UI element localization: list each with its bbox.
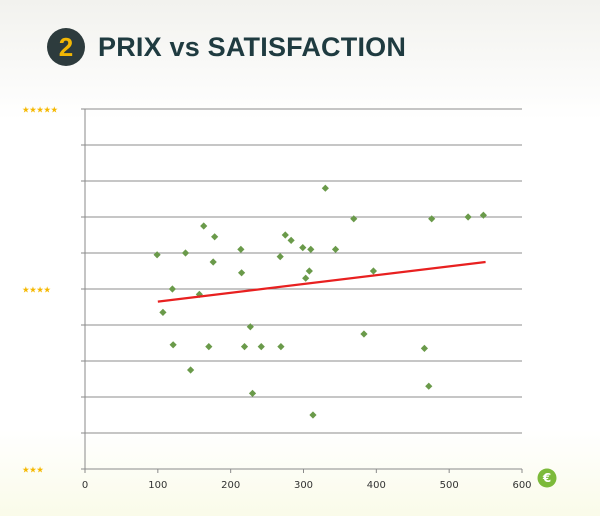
x-tick-label: 300 <box>294 480 313 491</box>
data-point <box>281 231 289 239</box>
data-point <box>187 366 195 374</box>
axes <box>81 108 523 473</box>
data-point <box>305 267 313 275</box>
data-point <box>200 222 208 230</box>
data-point <box>299 244 307 252</box>
y-axis-star-labels: ★★★★★★★★★★★★ <box>22 106 59 476</box>
data-point <box>159 308 167 316</box>
data-point <box>209 258 217 266</box>
x-axis-tick-labels: 0 100 200 300 400 500 600 <box>82 480 532 491</box>
euro-symbol: € <box>542 471 551 485</box>
data-point <box>331 245 340 253</box>
trendline <box>157 260 486 303</box>
x-tick-label: 200 <box>221 480 240 491</box>
data-point <box>350 215 358 223</box>
x-tick-label: 600 <box>512 480 531 491</box>
data-point <box>479 211 487 219</box>
x-tick-label: 500 <box>440 480 459 491</box>
y-star-label: ★★★ <box>22 466 44 476</box>
data-point <box>309 411 317 419</box>
section-number-badge: 2 <box>47 28 85 66</box>
euro-icon: € <box>537 468 557 488</box>
data-point <box>237 269 246 277</box>
x-tick-label: 0 <box>82 480 88 491</box>
data-point <box>360 330 368 338</box>
chart-title: PRIX vs SATISFACTION <box>98 31 407 62</box>
y-star-label: ★★★★ <box>22 286 51 296</box>
x-tick-label: 400 <box>367 480 386 491</box>
trendline-line <box>157 260 486 303</box>
data-point <box>211 233 219 241</box>
data-point <box>248 389 257 397</box>
y-star-label: ★★★★★ <box>22 106 58 116</box>
data-point <box>428 215 436 223</box>
data-point <box>240 343 249 351</box>
data-point <box>287 236 295 244</box>
data-point <box>181 249 190 257</box>
data-point <box>277 343 285 351</box>
data-point <box>464 213 472 221</box>
data-point <box>276 253 284 261</box>
data-point <box>307 245 315 253</box>
data-point <box>302 274 310 282</box>
grid-lines <box>85 108 522 470</box>
data-point <box>237 245 245 253</box>
data-point <box>168 285 176 293</box>
data-point <box>420 344 429 352</box>
data-point <box>153 251 161 259</box>
data-point <box>369 267 378 275</box>
data-points <box>153 184 487 419</box>
data-point <box>246 323 254 331</box>
x-tick-label: 100 <box>148 480 167 491</box>
data-point <box>205 343 213 351</box>
chart-header: 2 PRIX vs SATISFACTION <box>47 27 406 67</box>
data-point <box>195 290 203 298</box>
data-point <box>169 341 177 349</box>
data-point <box>321 184 329 192</box>
data-point <box>257 343 265 351</box>
data-point <box>425 382 433 390</box>
